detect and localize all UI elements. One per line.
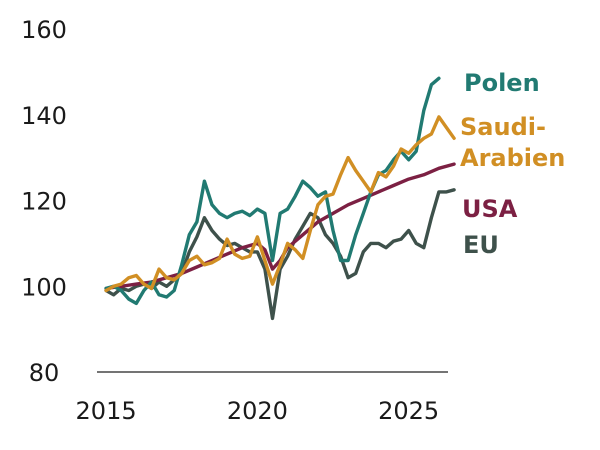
series-line-saudi-arabien [104,115,456,293]
legend-label-usa: USA [462,195,518,223]
y-tick-label: 80 [29,359,60,387]
y-tick-label: 140 [21,102,67,130]
y-axis-ticks: 80 100 120 140 160 [21,16,67,387]
x-tick-label: 2025 [378,397,439,425]
legend-label-polen: Polen [464,69,540,97]
x-tick-label: 2020 [227,397,288,425]
legend-label-saudi-arabien: Saudi-Arabien [460,113,565,172]
series-line-eu [104,188,456,321]
series-lines [104,76,456,321]
y-tick-label: 160 [21,16,67,44]
legend-label-eu: EU [463,231,499,259]
legend: EU USA Polen Saudi-Arabien [460,69,565,259]
x-tick-label: 2015 [76,397,137,425]
series-line-polen [104,76,441,306]
y-tick-label: 120 [21,188,67,216]
x-axis-ticks: 2015 2020 2025 [76,397,440,425]
y-tick-label: 100 [21,273,67,301]
